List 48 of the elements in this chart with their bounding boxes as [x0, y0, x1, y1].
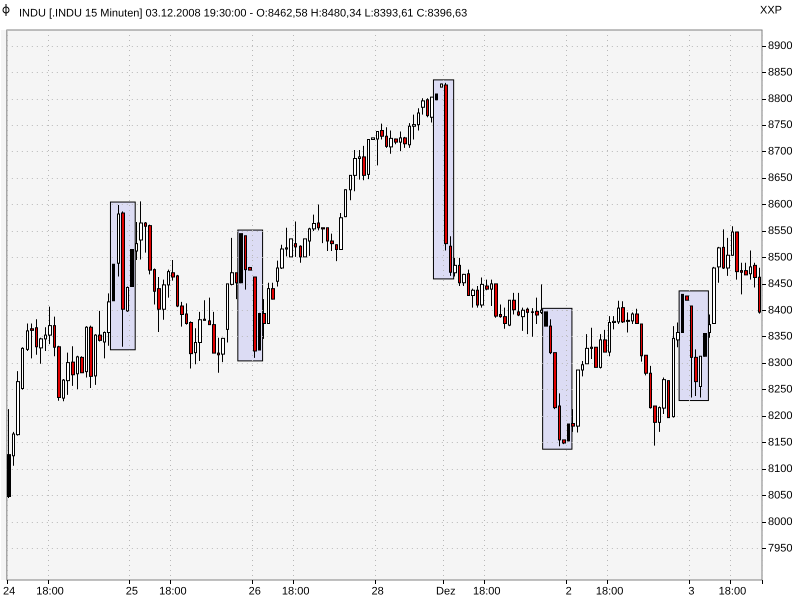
x-tick-label: 28: [371, 586, 384, 598]
y-tick-label: 8400: [768, 304, 792, 316]
candlestick: [344, 188, 347, 218]
x-tick-label: 3: [688, 586, 695, 598]
x-tick-label: 18:00: [282, 586, 310, 598]
y-tick-label: 8650: [768, 172, 792, 184]
candlestick: [430, 96, 434, 124]
candlestick: [494, 282, 498, 318]
x-tick-label: 18:00: [36, 586, 64, 598]
y-tick-label: 8900: [768, 40, 792, 52]
y-tick-label: 8850: [768, 66, 792, 78]
y-tick-label: 8350: [768, 330, 792, 343]
text: XXP: [760, 4, 782, 16]
x-tick-label: 18:00: [718, 586, 746, 598]
y-tick-label: 8750: [768, 119, 792, 132]
y-tick-label: 8700: [768, 146, 792, 158]
y-tick-label: 8100: [768, 462, 792, 475]
y-tick-label: 8200: [768, 410, 792, 422]
x-tick-label: 24: [2, 586, 16, 598]
candlestick: [253, 276, 257, 358]
x-tick-label: 25: [126, 586, 138, 598]
candlestick: [89, 325, 93, 389]
y-tick-label: 8000: [768, 516, 792, 528]
candlestick: [708, 314, 711, 338]
x-tick-label: 26: [248, 586, 261, 598]
y-tick-label: 8550: [768, 224, 792, 237]
candlestick: [7, 408, 11, 499]
x-tick-label: 18:00: [159, 586, 187, 598]
candlestick: [30, 323, 34, 359]
y-tick-label: 8300: [768, 357, 792, 370]
candlestick: [139, 200, 143, 260]
x-tick-label: 18:00: [596, 586, 624, 598]
candlestick: [421, 98, 425, 116]
x-tick-label: 18:00: [473, 586, 501, 598]
x-tick-label: 2: [566, 586, 572, 598]
x-tick-label: Dez: [436, 586, 456, 598]
y-tick-label: 8050: [768, 489, 792, 502]
y-tick-label: 8800: [768, 92, 792, 105]
y-tick-label: 8150: [768, 436, 792, 448]
chart-title: INDU [.INDU 15 Minuten] 03.12.2008 19:30:00 - O:8462,58 H:8480,34 L:8393,61 C:8396,63: [19, 8, 468, 20]
y-tick-label: 7950: [768, 542, 792, 554]
y-tick-label: 8500: [768, 251, 792, 264]
y-tick-label: 8600: [768, 198, 792, 211]
y-tick-label: 8250: [768, 384, 792, 396]
candlestick: [712, 266, 716, 325]
candlestick: [444, 82, 448, 252]
y-tick-label: 8450: [768, 278, 792, 290]
candlestick: [112, 263, 115, 302]
